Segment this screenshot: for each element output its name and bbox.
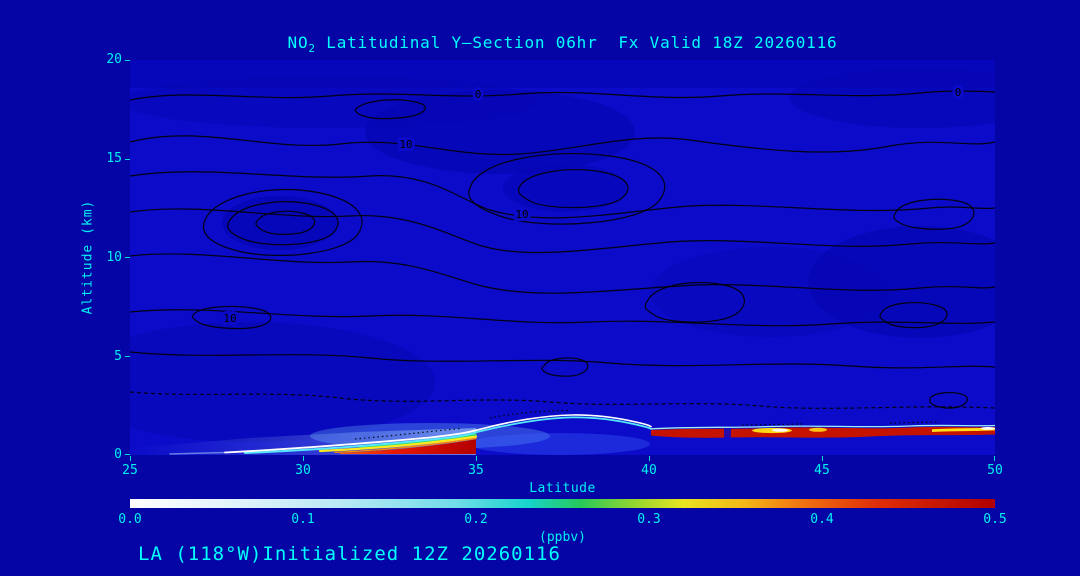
y-tick-0: 0 <box>114 447 122 462</box>
initialization-label: LA (118°W)Initialized 12Z 20260116 <box>138 543 561 565</box>
colorbar-units-label: (ppbv) <box>539 530 586 545</box>
colorbar-tick-0.2: 0.2 <box>464 512 488 527</box>
x-tick-30: 30 <box>295 463 311 478</box>
contour-label: 10 <box>223 312 236 325</box>
contour-label: 0 <box>475 88 482 101</box>
colorbar-tick-0.3: 0.3 <box>637 512 661 527</box>
colorbar-gradient <box>130 499 995 508</box>
surface-plume <box>169 414 995 455</box>
colorbar-tick-0.0: 0.0 <box>118 512 142 527</box>
x-axis-tickmark <box>649 456 650 461</box>
y-tick-5: 5 <box>114 349 122 364</box>
x-axis-label: Latitude <box>529 481 596 496</box>
x-axis-tickmark <box>994 456 995 461</box>
y-axis-tickmark <box>125 60 130 61</box>
x-axis-tickmark <box>303 456 304 461</box>
page-title: NO2 Latitudinal Y—Section 06hr Fx Valid … <box>130 33 995 55</box>
title-text: Latitudinal Y—Section 06hr Fx Valid 18Z … <box>315 33 838 52</box>
colorbar-tick-0.1: 0.1 <box>291 512 315 527</box>
x-axis-tickmark <box>822 456 823 461</box>
x-axis-tickmark <box>130 456 131 461</box>
y-axis-tickmark <box>125 159 130 160</box>
title-species: NO <box>287 33 309 52</box>
title-subscript: 2 <box>308 42 316 56</box>
contour-label: 10 <box>515 208 528 221</box>
x-axis-tickmark <box>476 456 477 461</box>
x-tick-50: 50 <box>987 463 1003 478</box>
y-tick-10: 10 <box>106 250 122 265</box>
contour-labels: 0 0 10 10 10 <box>220 83 964 328</box>
contour-label: 10 <box>399 138 412 151</box>
y-tick-15: 15 <box>106 151 122 166</box>
x-tick-25: 25 <box>122 463 138 478</box>
contour-label: 0 <box>955 86 962 99</box>
y-axis-tickmark <box>125 257 130 258</box>
contour-lines <box>130 90 995 440</box>
y-axis-tickmark <box>125 356 130 357</box>
x-tick-35: 35 <box>468 463 484 478</box>
x-tick-45: 45 <box>814 463 830 478</box>
cross-section-plot: 0 0 10 10 10 <box>130 60 995 455</box>
y-axis-tickmark <box>125 454 130 455</box>
y-tick-20: 20 <box>106 52 122 67</box>
colorbar-tick-0.4: 0.4 <box>810 512 834 527</box>
x-tick-40: 40 <box>641 463 657 478</box>
colorbar-tick-0.5: 0.5 <box>983 512 1007 527</box>
